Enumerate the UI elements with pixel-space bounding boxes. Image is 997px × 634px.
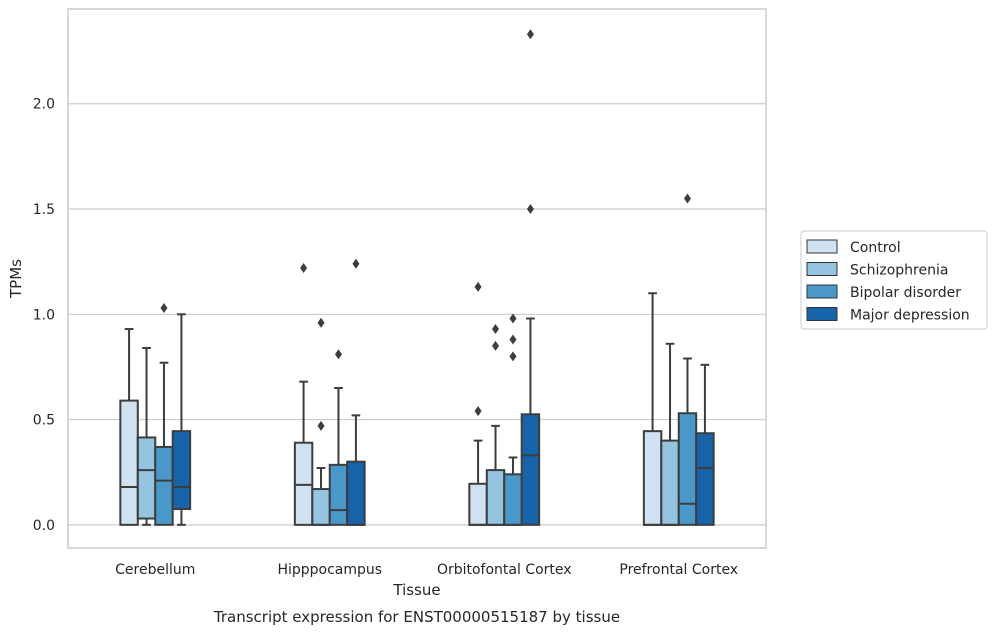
outlier-point	[160, 302, 168, 313]
x-tick-labels: Cerebellum Hipppocampus Orbitofontal Corte…	[115, 562, 738, 578]
legend-swatch	[806, 262, 838, 276]
outlier-point	[492, 340, 500, 351]
box	[520, 413, 541, 526]
box	[154, 445, 174, 526]
box	[171, 430, 192, 511]
y-tick-labels: 0.0 0.5 1.0 1.5 2.0	[33, 97, 55, 534]
box	[677, 412, 698, 526]
y-tick-label: 1.5	[33, 202, 55, 218]
legend-swatch	[806, 239, 838, 254]
outlier-point	[683, 193, 691, 204]
y-axis-label: TPMs	[7, 259, 25, 299]
boxes	[119, 29, 715, 526]
outlier-point	[300, 262, 308, 273]
box	[695, 432, 715, 526]
legend-label: Bipolar disorder	[850, 285, 961, 301]
x-tick-label: Cerebellum	[115, 562, 195, 578]
box	[136, 436, 157, 520]
legend-swatch	[806, 284, 838, 299]
outlier-point	[317, 420, 325, 431]
outlier-point	[509, 351, 517, 362]
legend-label: Major depression	[850, 308, 970, 324]
box	[468, 482, 488, 526]
legend-swatch	[806, 307, 838, 321]
plot-frame	[67, 8, 767, 549]
outlier-point	[526, 29, 534, 40]
legend: Control Schizophrenia Bipolar disorder Majo…	[800, 230, 988, 330]
y-tick-label: 1.0	[33, 307, 55, 323]
box	[660, 439, 680, 526]
legend-label: Control	[850, 240, 901, 256]
outlier-point	[317, 317, 325, 328]
outlier-point	[352, 258, 360, 269]
outlier-point	[526, 204, 534, 215]
y-tick-label: 2.0	[33, 97, 55, 113]
y-tick-label: 0.0	[33, 518, 55, 534]
x-tick-label: Orbitofontal Cortex	[437, 562, 572, 578]
y-tick-label: 0.5	[33, 413, 55, 429]
outlier-point	[334, 349, 342, 360]
legend-label: Schizophrenia	[850, 263, 948, 279]
outlier-point	[492, 324, 500, 335]
box	[119, 399, 139, 526]
box	[328, 463, 349, 526]
legend-frame	[800, 230, 988, 330]
box	[485, 469, 506, 526]
outlier-point	[474, 406, 482, 417]
box	[311, 488, 331, 526]
x-axis-label: Tissue	[392, 581, 440, 599]
chart-caption: Transcript expression for ENST0000051518…	[213, 608, 620, 626]
outlier-point	[509, 334, 517, 345]
x-tick-label: Prefrontal Cortex	[619, 562, 738, 578]
box	[642, 430, 663, 526]
box	[293, 441, 314, 526]
outlier-point	[509, 313, 517, 324]
outlier-point	[474, 281, 482, 292]
x-tick-label: Hipppocampus	[277, 562, 382, 578]
box	[503, 473, 523, 526]
box	[346, 460, 366, 526]
